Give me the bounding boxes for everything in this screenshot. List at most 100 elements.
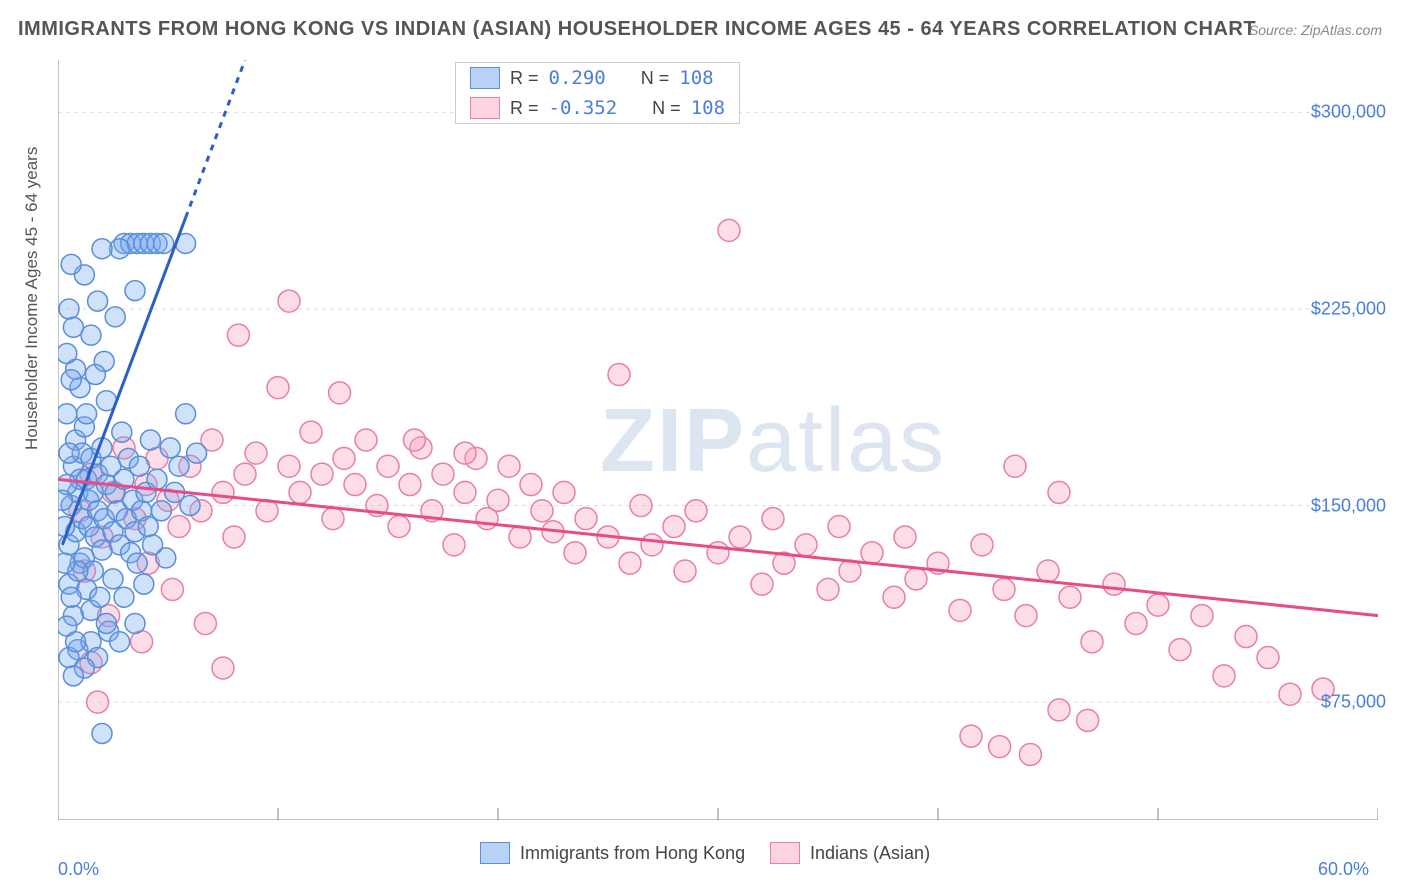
scatter-point-indian [553,481,575,503]
scatter-point-indian [234,463,256,485]
scatter-point-indian [300,421,322,443]
scatter-plot [58,60,1378,820]
scatter-point-indian [619,552,641,574]
scatter-point-hk [147,469,167,489]
scatter-point-indian [1081,631,1103,653]
scatter-point-indian [663,515,685,537]
scatter-point-indian [87,691,109,713]
trend-line-indian [58,479,1378,615]
y-axis-label: Householder Income Ages 45 - 64 years [22,147,42,450]
scatter-point-hk [187,443,207,463]
scatter-point-indian [278,455,300,477]
scatter-point-indian [344,474,366,496]
scatter-point-hk [66,632,86,652]
bottom-legend-hk: Immigrants from Hong Kong [480,842,745,864]
scatter-point-indian [329,382,351,404]
scatter-point-hk [63,666,83,686]
scatter-point-hk [58,344,77,364]
scatter-point-indian [1048,481,1070,503]
scatter-point-indian [989,736,1011,758]
scatter-point-indian [311,463,333,485]
y-tick-label: $150,000 [1311,495,1386,516]
source-attribution: Source: ZipAtlas.com [1249,22,1382,38]
y-tick-label: $300,000 [1311,102,1386,123]
scatter-point-indian [1103,573,1125,595]
scatter-point-indian [1213,665,1235,687]
scatter-point-hk [77,404,97,424]
scatter-point-indian [685,500,707,522]
scatter-point-hk [59,443,79,463]
scatter-point-indian [322,508,344,530]
scatter-point-indian [289,481,311,503]
bottom-legend-swatch-indian [770,842,800,864]
scatter-point-hk [61,370,81,390]
n-value: 108 [691,97,725,119]
scatter-point-indian [894,526,916,548]
scatter-point-indian [227,324,249,346]
scatter-point-indian [377,455,399,477]
scatter-point-indian [278,290,300,312]
scatter-point-indian [454,481,476,503]
scatter-point-indian [762,508,784,530]
r-label: R = [510,98,539,119]
bottom-legend-swatch-hk [480,842,510,864]
scatter-point-hk [105,307,125,327]
scatter-point-hk [59,299,79,319]
scatter-point-indian [212,657,234,679]
scatter-point-indian [1037,560,1059,582]
scatter-point-hk [176,404,196,424]
scatter-point-indian [168,515,190,537]
scatter-point-indian [751,573,773,595]
scatter-point-indian [608,363,630,385]
scatter-point-indian [718,219,740,241]
scatter-point-indian [1191,605,1213,627]
scatter-point-hk [160,438,180,458]
scatter-point-hk [110,632,130,652]
scatter-point-hk [154,233,174,253]
scatter-point-indian [194,612,216,634]
scatter-point-indian [1169,639,1191,661]
y-tick-label: $225,000 [1311,298,1386,319]
n-label: N = [641,68,670,89]
scatter-point-indian [828,515,850,537]
x-axis-min-label: 0.0% [58,859,99,880]
scatter-point-hk [125,613,145,633]
scatter-point-hk [92,239,112,259]
scatter-point-hk [58,490,72,510]
scatter-point-indian [1125,612,1147,634]
scatter-point-indian [795,534,817,556]
scatter-point-indian [355,429,377,451]
scatter-point-hk [58,404,77,424]
scatter-point-indian [949,599,971,621]
r-value: -0.352 [549,97,618,119]
scatter-point-hk [92,724,112,744]
scatter-point-hk [151,501,171,521]
trend-line-dashed-hk [186,60,245,218]
bottom-legend-indian: Indians (Asian) [770,842,930,864]
scatter-point-indian [729,526,751,548]
scatter-point-indian [1019,743,1041,765]
scatter-point-indian [1235,626,1257,648]
scatter-point-indian [575,508,597,530]
scatter-point-hk [61,587,81,607]
scatter-point-hk [134,574,154,594]
chart-title: IMMIGRANTS FROM HONG KONG VS INDIAN (ASI… [18,18,1256,41]
scatter-point-hk [61,254,81,274]
correlation-legend: R = 0.290 N = 108R = -0.352 N = 108 [455,62,740,124]
scatter-point-hk [88,291,108,311]
scatter-point-hk [114,587,134,607]
scatter-point-hk [156,548,176,568]
scatter-point-hk [58,553,75,573]
scatter-point-indian [333,447,355,469]
scatter-point-indian [245,442,267,464]
scatter-point-indian [1257,647,1279,669]
scatter-point-hk [96,613,116,633]
scatter-point-indian [399,474,421,496]
scatter-point-indian [1048,699,1070,721]
scatter-point-indian [520,474,542,496]
scatter-point-indian [707,542,729,564]
scatter-point-indian [1004,455,1026,477]
scatter-point-indian [817,578,839,600]
bottom-legend-label: Indians (Asian) [810,843,930,864]
scatter-point-indian [498,455,520,477]
